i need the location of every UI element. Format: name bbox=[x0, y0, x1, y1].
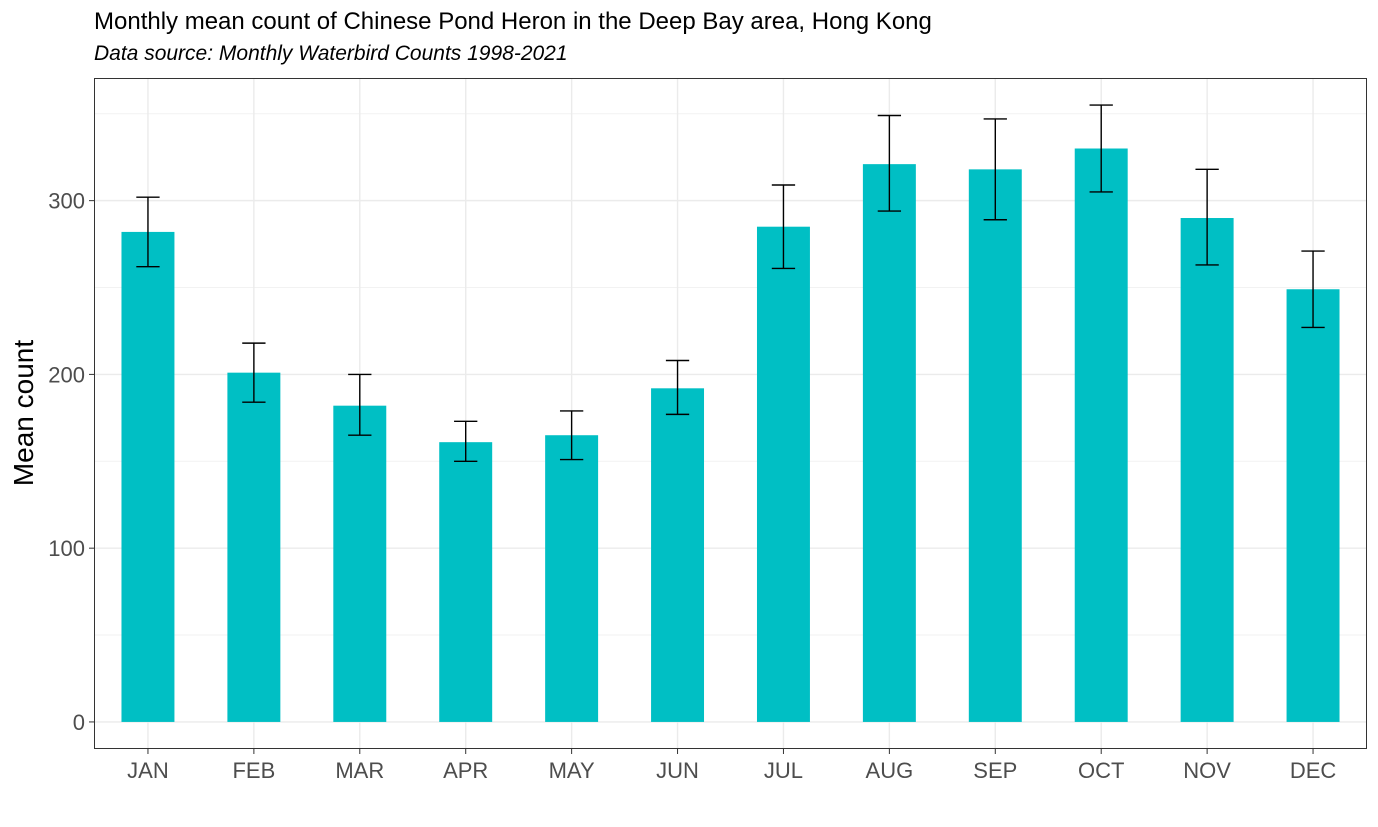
x-tick-label-may: MAY bbox=[549, 758, 595, 783]
bar-sep bbox=[968, 169, 1022, 722]
error-bar-oct bbox=[1089, 104, 1113, 193]
error-bar-jan bbox=[136, 196, 160, 268]
x-tick-label-jun: JUN bbox=[656, 758, 699, 783]
bar-nov bbox=[1180, 218, 1234, 722]
x-tick-label-nov: NOV bbox=[1183, 758, 1231, 783]
bar-jul bbox=[756, 226, 810, 722]
plot-border bbox=[94, 78, 1367, 749]
y-tick-label: 100 bbox=[48, 536, 85, 561]
error-bar-feb bbox=[242, 342, 266, 403]
x-tick-label-sep: SEP bbox=[973, 758, 1017, 783]
x-tick-label-dec: DEC bbox=[1290, 758, 1337, 783]
error-bars bbox=[136, 104, 1325, 462]
x-axis: JAN FEB MAR APR MAY JUN JUL AUG SEP OCT NOV DEC bbox=[127, 748, 1336, 783]
y-axis: 0 100 200 300 bbox=[48, 189, 95, 735]
error-bar-mar bbox=[348, 373, 372, 436]
x-tick-label-oct: OCT bbox=[1078, 758, 1124, 783]
bars bbox=[121, 148, 1340, 722]
x-tick-label-mar: MAR bbox=[335, 758, 384, 783]
error-bar-sep bbox=[983, 118, 1007, 221]
bar-mar bbox=[333, 405, 387, 722]
x-tick-label-jul: JUL bbox=[764, 758, 803, 783]
x-tick-label-aug: AUG bbox=[866, 758, 914, 783]
chart-title: Monthly mean count of Chinese Pond Heron… bbox=[94, 8, 932, 35]
error-bar-jun bbox=[665, 359, 690, 416]
bar-may bbox=[545, 435, 599, 722]
bar-aug bbox=[862, 164, 916, 722]
error-bar-nov bbox=[1195, 168, 1219, 266]
y-tick-label: 0 bbox=[73, 710, 85, 735]
bar-oct bbox=[1074, 148, 1128, 722]
bar-dec bbox=[1286, 289, 1340, 722]
grid-lines bbox=[95, 79, 1366, 748]
x-tick-label-apr: APR bbox=[443, 758, 488, 783]
chart-subtitle: Data source: Monthly Waterbird Counts 19… bbox=[94, 42, 568, 65]
error-bar-jul bbox=[771, 184, 796, 270]
bar-jan bbox=[121, 231, 175, 722]
y-tick-label: 300 bbox=[48, 189, 85, 214]
x-tick-label-jan: JAN bbox=[127, 758, 169, 783]
bar-jun bbox=[651, 388, 705, 722]
bar-apr bbox=[439, 442, 493, 722]
error-bar-dec bbox=[1301, 250, 1325, 329]
y-tick-label: 200 bbox=[48, 362, 85, 387]
x-tick-label-feb: FEB bbox=[232, 758, 275, 783]
error-bar-apr bbox=[454, 420, 478, 462]
error-bar-aug bbox=[877, 114, 902, 212]
y-axis-title: Mean count bbox=[8, 340, 39, 487]
error-bar-may bbox=[559, 410, 584, 461]
bar-feb bbox=[227, 372, 281, 722]
